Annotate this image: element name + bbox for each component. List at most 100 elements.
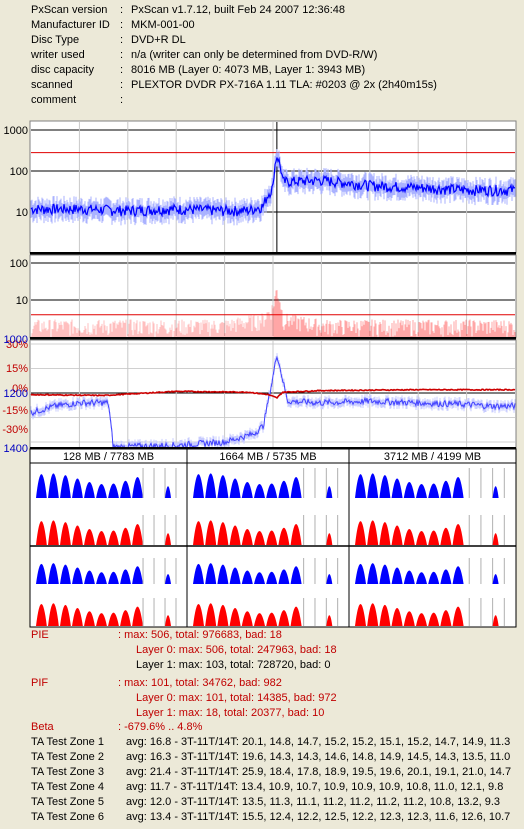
ta-pie-peak bbox=[108, 483, 119, 498]
ta-pie-peak bbox=[132, 477, 143, 498]
ta-pie-peak bbox=[290, 566, 302, 584]
pie-summary: : max: 506, total: 976683, bad: 18 bbox=[118, 629, 282, 641]
ta-pif-peak bbox=[266, 530, 278, 545]
ta-pif-peak bbox=[428, 530, 440, 545]
beta-tick-label: 0% bbox=[12, 383, 28, 395]
ta-zone-label: TA Test Zone 1 bbox=[31, 736, 104, 748]
ta-pif-peak bbox=[217, 604, 229, 626]
ta-pie-peak bbox=[84, 482, 95, 498]
ta-zone-value: avg: 21.4 - 3T-11T/14T: 25.9, 18.4, 17.8… bbox=[126, 766, 512, 778]
header-key: PxScan version bbox=[31, 4, 108, 16]
ta-pif-peak bbox=[229, 525, 241, 545]
ta-pif-peak bbox=[84, 529, 95, 545]
ta-zone-label: TA Test Zone 6 bbox=[31, 811, 104, 823]
ta-pif-peak bbox=[72, 525, 83, 545]
ta-pif-peak bbox=[278, 527, 290, 545]
header-key: Manufacturer ID bbox=[31, 19, 110, 31]
ta-pie-peak bbox=[391, 567, 403, 584]
ta-pie-peak bbox=[452, 566, 464, 584]
ta-pif-peak bbox=[416, 531, 427, 545]
ta-pie-peak bbox=[48, 563, 59, 584]
jitter-bottom-separator bbox=[30, 447, 516, 449]
jitter-tick-labels: 30% 15% 0% -15% -30% 1000 1200 1400 bbox=[2, 334, 28, 455]
pif-bottom-separator bbox=[30, 337, 516, 340]
ta-pif-peak bbox=[391, 608, 403, 626]
ta-pie-peak bbox=[379, 564, 391, 584]
header-key: comment bbox=[31, 94, 77, 106]
ta-pie-peak bbox=[355, 474, 366, 498]
ta-pie-peak bbox=[84, 570, 95, 584]
ta-pie-peak bbox=[326, 486, 333, 498]
ta-zone-value: avg: 12.0 - 3T-11T/14T: 13.5, 11.3, 11.1… bbox=[126, 796, 501, 808]
ta-pie-peak bbox=[367, 563, 379, 584]
ta-pie-peak bbox=[36, 474, 47, 498]
beta-label: Beta bbox=[31, 721, 54, 733]
jitter-tick-label: 1000 bbox=[4, 334, 28, 346]
pie-bottom-separator bbox=[30, 252, 516, 255]
ta-pie-peak bbox=[241, 570, 253, 584]
ta-zone-value: avg: 11.7 - 3T-11T/14T: 13.4, 10.9, 10.7… bbox=[126, 781, 504, 793]
ta-pie-peak bbox=[165, 486, 172, 498]
ta-pif-peak bbox=[60, 522, 71, 545]
ta-pie-peak bbox=[326, 574, 333, 584]
ta-pie-peak bbox=[367, 473, 379, 498]
pif-tick-label: 10 bbox=[16, 295, 28, 307]
ta-pif-peak bbox=[290, 606, 302, 626]
ta-pie-peak bbox=[391, 478, 403, 498]
ta-pie-peak bbox=[217, 475, 229, 498]
ta-pie-peak bbox=[165, 574, 172, 584]
header-key: Disc Type bbox=[31, 34, 80, 46]
ta-pif-peak bbox=[229, 608, 241, 626]
pie-tick-label: 10 bbox=[16, 207, 28, 219]
jitter-grid bbox=[31, 341, 515, 447]
ta-zone-value: avg: 13.4 - 3T-11T/14T: 15.5, 12.4, 12.2… bbox=[126, 811, 511, 823]
pif-summary: : max: 101, total: 34762, bad: 982 bbox=[118, 677, 282, 689]
ta-pif-peak bbox=[416, 613, 427, 626]
pif-series bbox=[30, 290, 516, 337]
ta-zone-label: TA Test Zone 2 bbox=[31, 751, 104, 763]
pie-label: PIE bbox=[31, 629, 49, 641]
ta-pie-peak bbox=[452, 477, 464, 498]
ta-pie-peak bbox=[492, 486, 499, 498]
ta-pif-peak bbox=[254, 531, 265, 545]
ta-pie-peak bbox=[440, 480, 452, 498]
scan-plot-area: 1000 100 10 100 10 30% 15% 0% -15% -30% 1000 1200… bbox=[0, 120, 524, 628]
ta-pif-peak bbox=[132, 606, 143, 626]
ta-pif-peak bbox=[326, 615, 333, 626]
ta-pie-peak bbox=[229, 567, 241, 584]
ta-pie-peak bbox=[241, 482, 253, 498]
ta-pif-peak bbox=[391, 525, 403, 545]
jitter-tick-label: 1400 bbox=[4, 443, 28, 455]
ta-pif-peak bbox=[48, 520, 59, 545]
pie-tick-label: 100 bbox=[10, 166, 28, 178]
ta-pif-peak bbox=[108, 530, 119, 545]
pie-layer0: Layer 0: max: 506, total: 247963, bad: 1… bbox=[136, 644, 337, 656]
beta-tick-label: 15% bbox=[6, 363, 28, 375]
pie-layer1: Layer 1: max: 103, total: 728720, bad: 0 bbox=[136, 659, 331, 671]
jitter-series bbox=[30, 353, 516, 454]
ta-pif-peak bbox=[120, 527, 131, 545]
ta-pif-peak bbox=[241, 529, 253, 545]
ta-pie-peak bbox=[355, 563, 366, 584]
ta-pif-peak bbox=[241, 611, 253, 626]
ta-zone-label: TA Test Zone 4 bbox=[31, 781, 104, 793]
ta-pie-peak bbox=[96, 572, 107, 584]
ta-pie-peak bbox=[193, 474, 204, 498]
ta-header-label: 3712 MB / 4199 MB bbox=[384, 451, 481, 463]
ta-pie-peak bbox=[60, 564, 71, 584]
pie-tick-label: 1000 bbox=[4, 125, 28, 137]
header-value: DVD+R DL bbox=[131, 34, 186, 46]
ta-pie-peak bbox=[205, 473, 217, 498]
ta-pie-peak bbox=[132, 566, 143, 584]
ta-pif-peak bbox=[254, 613, 265, 626]
ta-pif-peak bbox=[440, 527, 452, 545]
ta-pif-peak bbox=[193, 521, 204, 545]
ta-pie-peak bbox=[205, 563, 217, 584]
ta-pif-peak bbox=[120, 610, 131, 626]
ta-pie-peak bbox=[416, 484, 427, 498]
ta-pie-peak bbox=[120, 480, 131, 498]
ta-pie-peak bbox=[403, 570, 415, 584]
ta-pie-peak bbox=[48, 473, 59, 498]
pif-label: PIF bbox=[31, 677, 49, 689]
ta-pie-peak bbox=[278, 480, 290, 498]
